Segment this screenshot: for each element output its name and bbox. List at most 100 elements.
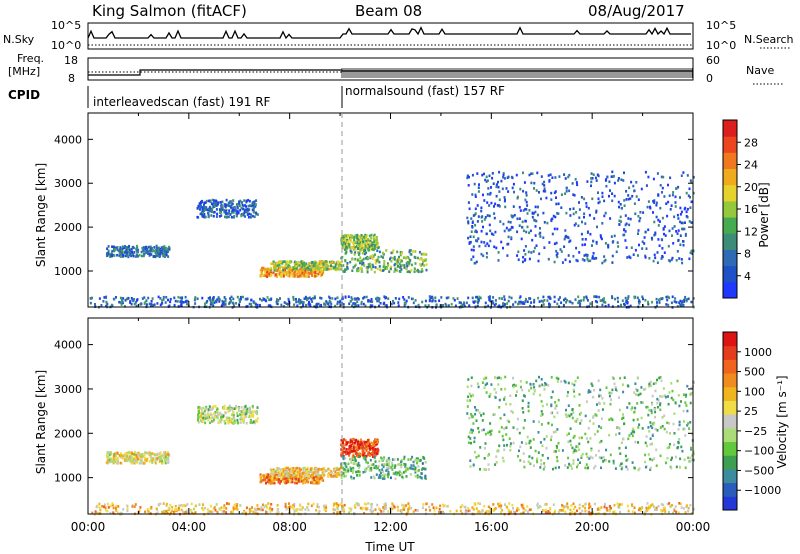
velocity-echo-cell [373,466,376,470]
velocity-echo-cell [578,404,581,407]
power-echo-cell [493,303,496,307]
power-echo-cell [363,249,366,253]
velocity-echo-cell [473,436,476,440]
power-echo-cell [246,213,249,216]
power-echo-cell [249,216,252,219]
power-echo-cell [361,251,364,255]
power-echo-cell [410,253,413,256]
velocity-echo-cell [374,453,377,457]
power-echo-cell [463,304,466,308]
power-echo-cell [121,298,123,302]
velocity-echo-cell [116,456,119,460]
power-echo-cell [582,298,585,302]
power-echo-cell [220,207,223,211]
velocity-echo-cell [485,376,488,380]
power-echo-cell [636,296,639,300]
velocity-echo-cell [624,454,627,458]
velocity-echo-cell [273,481,276,485]
velocity-echo-cell [568,462,571,466]
power-echo-cell [354,251,357,254]
velocity-echo-cell [164,451,167,454]
velocity-echo-cell [622,416,625,420]
power-echo-cell [637,229,640,232]
velocity-echo-cell [468,431,471,434]
power-echo-cell [528,231,531,235]
velocity-echo-cell [342,450,345,454]
velocity-echo-cell [198,411,201,415]
power-echo-cell [368,234,371,238]
velocity-echo-cell [635,388,638,391]
velocity-echo-cell [373,451,376,455]
power-echo-cell [597,174,600,178]
power-echo-cell [310,270,312,274]
power-echo-cell [229,200,232,203]
power-echo-cell [223,209,226,212]
power-echo-cell [678,257,681,260]
velocity-echo-cell [315,476,318,479]
velocity-echo-cell [361,452,364,455]
velocity-echo-cell [470,376,473,379]
power-echo-cell [357,267,360,270]
power-echo-cell [564,258,567,262]
power-echo-cell [602,299,605,302]
power-echo-cell [216,212,219,216]
velocity-echo-cell [540,423,543,426]
velocity-echo-cell [412,467,415,471]
power-echo-cell [372,255,375,258]
power-echo-cell [526,204,529,207]
velocity-ylabel: Slant Range [km] [34,370,48,474]
power-echo-cell [244,209,247,212]
power-echo-cell [460,301,462,305]
velocity-echo-cell [144,451,147,454]
power-echo-cell [127,296,130,300]
power-echo-cell [122,254,125,257]
velocity-echo-cell [144,459,147,462]
velocity-echo-cell [356,454,359,458]
velocity-echo-cell [595,454,597,457]
velocity-echo-cell [568,414,571,418]
power-echo-cell [224,298,227,301]
power-echo-cell [576,183,579,187]
velocity-echo-cell [409,473,412,476]
velocity-echo-cell [353,441,356,445]
power-echo-cell [690,300,693,304]
velocity-echo-cell [239,413,241,416]
velocity-echo-cell [234,406,237,410]
power-echo-cell [667,200,670,204]
power-echo-cell [368,265,371,268]
power-echo-cell [351,236,354,239]
power-echo-cell [680,221,683,225]
power-echo-cell [185,302,188,306]
power-echo-cell [341,297,344,301]
velocity-echo-cell [256,406,259,409]
velocity-echo-cell [105,461,108,464]
power-echo-cell [632,184,635,188]
power-echo-cell [500,240,503,244]
velocity-echo-cell [376,466,379,470]
power-echo-cell [517,250,520,254]
power-echo-cell [471,193,474,196]
velocity-echo-cell [661,395,664,398]
power-echo-cell [547,257,550,261]
power-echo-cell [472,248,475,252]
velocity-echo-cell [219,419,221,423]
power-echo-cell [367,266,370,269]
velocity-echo-cell [554,430,557,433]
velocity-echo-cell [341,449,344,452]
velocity-echo-cell [467,435,470,439]
velocity-echo-cell [252,420,255,423]
power-echo-cell [341,244,344,248]
velocity-echo-cell [144,456,147,460]
velocity-echo-cell [108,451,110,455]
power-echo-cell [130,248,133,251]
velocity-echo-cell [232,413,235,417]
velocity-echo-cell [641,427,644,430]
power-echo-cell [620,178,623,181]
power-echo-cell [414,250,417,253]
power-echo-cell [125,250,128,254]
velocity-echo-cell [209,421,212,425]
velocity-echo-cell [263,476,266,479]
power-echo-cell [656,301,658,304]
velocity-echo-cell [134,451,136,454]
